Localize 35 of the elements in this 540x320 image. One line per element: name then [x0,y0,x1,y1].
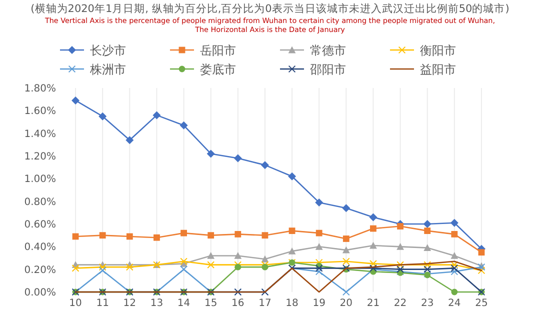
legend-label: 常德市 [310,44,346,58]
legend-label: 娄底市 [200,62,236,76]
y-tick-label: 0.60% [24,220,56,230]
x-tick-label: 13 [150,298,164,309]
x-tick-label: 22 [394,298,407,309]
x-tick-label: 14 [177,298,190,309]
x-tick-label: 20 [340,298,353,309]
x-tick-label: 18 [286,298,298,309]
y-tick-label: 0.00% [24,288,56,298]
legend-label: 长沙市 [90,44,126,58]
y-tick-label: 1.80% [24,84,56,94]
y-tick-label: 1.40% [24,128,56,140]
x-tick-label: 15 [204,298,218,309]
chart-subtitle: (横轴为2020年1月日期, 纵轴为百分比,百分比为0表示当日该城市未进入武汉迁出比例前50的城市) [30,2,510,15]
x-tick-label: 11 [96,298,109,309]
y-tick-label: 0.40% [24,242,56,254]
legend-label: 株洲市 [89,62,126,76]
y-tick-label: 1.00% [24,174,56,186]
x-tick-label: 12 [123,298,136,309]
x-tick-label: 17 [258,298,272,309]
x-tick-label: 25 [475,298,488,309]
y-tick-label: 0.20% [24,264,56,276]
y-tick-label: 1.60% [24,106,56,118]
x-tick-label: 24 [448,298,461,309]
x-tick-label: 23 [420,298,434,309]
legend-label: 邵阳市 [310,62,346,76]
legend-label: 岳阳市 [200,44,236,58]
y-tick-label: 1.20% [24,152,56,162]
x-tick-label: 21 [366,298,380,309]
x-tick-label: 19 [312,298,326,309]
x-tick-label: 10 [69,298,82,309]
x-tick-label: 16 [232,298,244,309]
y-tick-label: 0.80% [24,196,56,208]
legend-label: 衡阳市 [420,44,456,58]
legend-label: 益阳市 [420,62,456,76]
